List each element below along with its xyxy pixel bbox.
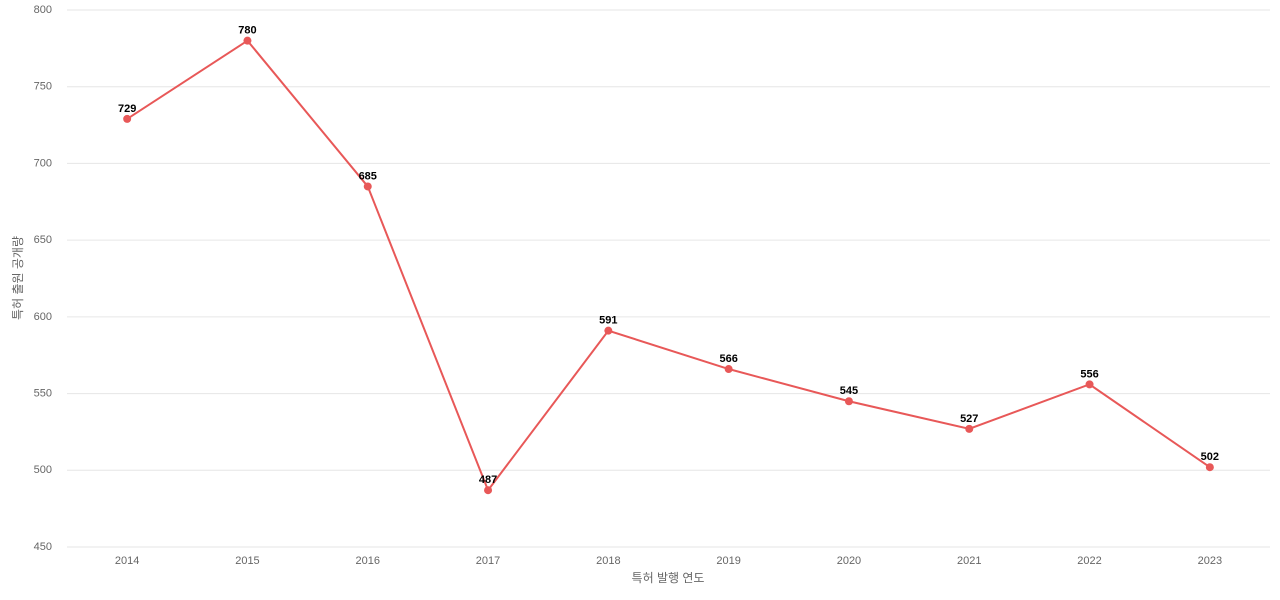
point xyxy=(1085,380,1094,389)
value-label: 591 xyxy=(599,315,617,327)
value-label: 685 xyxy=(359,170,377,182)
y-tick-label: 450 xyxy=(34,541,52,553)
value-label: 527 xyxy=(960,413,978,425)
point xyxy=(363,182,372,191)
y-tick-label: 550 xyxy=(34,387,52,399)
y-tick-label: 750 xyxy=(34,81,52,93)
line xyxy=(126,39,1211,493)
point xyxy=(484,486,493,495)
value-label: 780 xyxy=(238,25,256,37)
x-tick-label: 2018 xyxy=(596,555,620,567)
point xyxy=(724,365,733,374)
value-label: 487 xyxy=(479,474,497,486)
x-tick-label: 2016 xyxy=(356,555,380,567)
y-axis-label: 특허 출원 공개량 xyxy=(11,236,25,320)
x-tick-label: 2019 xyxy=(716,555,740,567)
y-tick-label: 650 xyxy=(34,234,52,246)
x-tick-label: 2021 xyxy=(957,555,981,567)
value-label: 502 xyxy=(1201,451,1219,463)
point xyxy=(965,424,974,433)
y-tick-label: 500 xyxy=(34,464,52,476)
x-tick-label: 2023 xyxy=(1198,555,1222,567)
x-axis-label: 특허 발행 연도 xyxy=(632,570,705,585)
point xyxy=(1205,463,1214,472)
x-tick-label: 2022 xyxy=(1077,555,1101,567)
y-tick-label: 700 xyxy=(34,157,52,169)
value-label: 566 xyxy=(719,353,737,365)
point xyxy=(604,326,613,335)
point xyxy=(123,114,132,123)
value-label: 729 xyxy=(118,103,136,115)
point xyxy=(844,397,853,406)
x-tick-label: 2014 xyxy=(115,555,139,567)
y-tick-label: 800 xyxy=(34,4,52,16)
value-label: 545 xyxy=(840,385,858,397)
x-tick-label: 2020 xyxy=(837,555,861,567)
value-label: 556 xyxy=(1080,368,1098,380)
y-tick-label: 600 xyxy=(34,311,52,323)
point xyxy=(243,36,252,45)
x-tick-label: 2017 xyxy=(476,555,500,567)
x-tick-label: 2015 xyxy=(235,555,259,567)
